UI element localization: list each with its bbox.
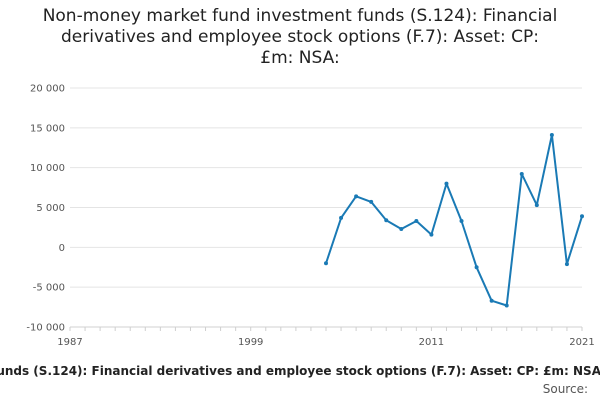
y-tick-label: 0	[59, 243, 65, 254]
gridlines	[70, 87, 582, 328]
source-label: Source:	[542, 382, 588, 396]
series-layer	[324, 133, 584, 308]
chart-title-line: Non-money market fund investment funds (…	[42, 6, 558, 26]
data-point	[459, 219, 464, 224]
x-axis: 20 000 15 000 10 000 5 000 0 -5 000 -10 000 198…	[26, 84, 594, 349]
y-tick-label: 10 000	[30, 163, 65, 174]
data-point	[339, 215, 344, 220]
x-tick-label: 2011	[419, 337, 444, 348]
data-point	[580, 214, 584, 219]
chart-title-line: £m: NSA:	[260, 48, 340, 68]
series-line	[325, 134, 583, 307]
data-point	[549, 133, 554, 138]
data-point	[534, 203, 539, 208]
data-point	[324, 261, 328, 266]
data-point	[474, 265, 479, 270]
legend-series-label: Non-money market fund investment funds (…	[0, 364, 600, 378]
x-tick-label: 1999	[238, 337, 263, 348]
x-tick-label: 2021	[569, 337, 594, 348]
data-point	[429, 232, 434, 237]
legend: Non-money market fund investment funds (…	[0, 364, 600, 382]
data-point	[519, 172, 524, 177]
data-point	[399, 227, 404, 232]
y-tick-label: 15 000	[30, 123, 65, 134]
x-tick-label: 1987	[57, 337, 82, 348]
data-point	[444, 181, 449, 186]
y-tick-label: -10 000	[26, 323, 65, 334]
y-tick-label: 20 000	[30, 84, 65, 95]
y-tick-label: -5 000	[33, 283, 65, 294]
data-point	[489, 298, 494, 303]
data-point	[414, 219, 419, 224]
y-tick-label: 5 000	[36, 203, 65, 214]
chart-title-line: derivatives and employee stock options (…	[61, 27, 539, 47]
data-point	[384, 218, 389, 223]
data-point	[369, 199, 374, 204]
data-point	[564, 262, 569, 267]
data-point	[354, 194, 359, 199]
data-point	[504, 303, 509, 308]
chart-title: Non-money market fund investment funds (…	[0, 6, 600, 69]
